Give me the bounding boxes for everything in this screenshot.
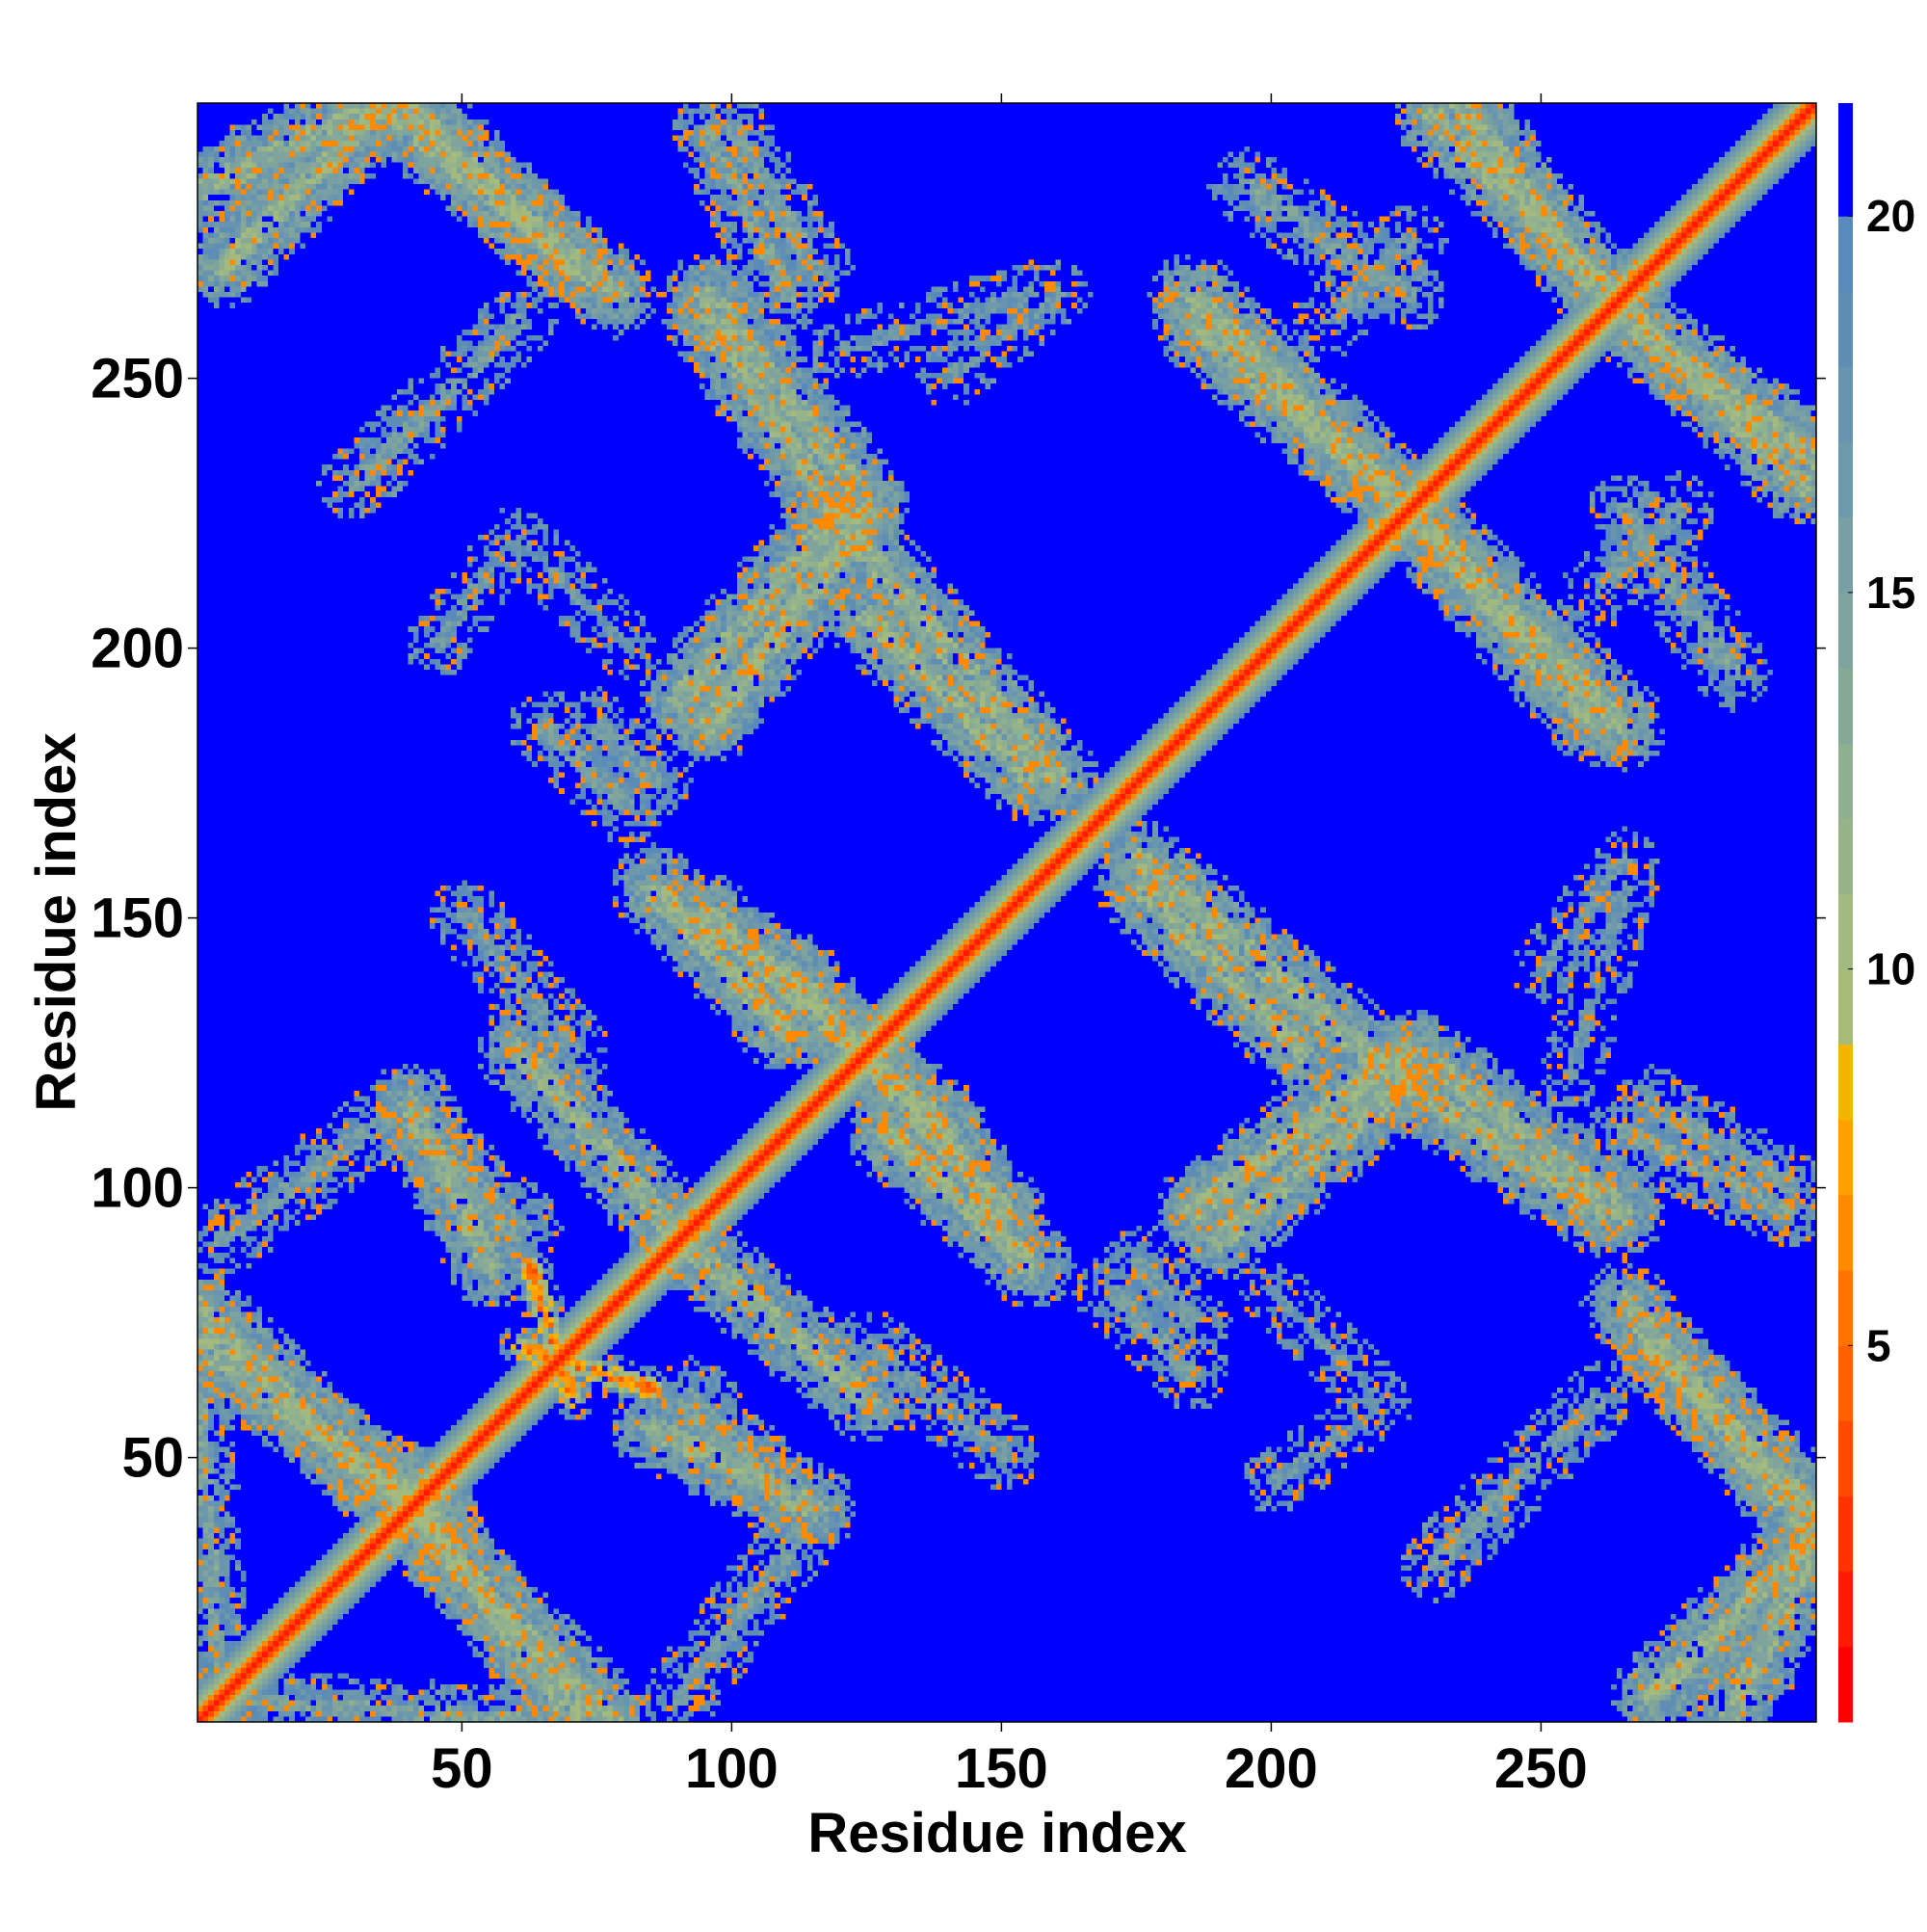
y-tick-label: 250: [91, 348, 184, 410]
colorbar-segment: [1838, 516, 1853, 594]
y-tick-label: 100: [91, 1157, 184, 1220]
plot-frame: [197, 102, 1817, 1723]
colorbar-segment: [1838, 1345, 1853, 1421]
y-tick-label: 50: [121, 1427, 184, 1490]
colorbar-segment: [1838, 1044, 1853, 1121]
colorbar-segment: [1838, 441, 1853, 518]
colorbar-tick-label: 15: [1866, 568, 1915, 618]
y-tick-label: 200: [91, 618, 184, 680]
colorbar-segment: [1838, 668, 1853, 744]
x-tick-label: 100: [685, 1737, 779, 1800]
colorbar-segment: [1838, 893, 1853, 970]
colorbar-segment: [1838, 103, 1853, 217]
colorbar-segment: [1838, 1571, 1853, 1648]
colorbar-segment: [1838, 968, 1853, 1045]
colorbar-segment: [1838, 366, 1853, 443]
colorbar-segment: [1838, 818, 1853, 894]
colorbar-segment: [1838, 1119, 1853, 1196]
y-axis-title: Residue index: [25, 732, 88, 1111]
colorbar-segment: [1838, 1270, 1853, 1346]
colorbar-segment: [1838, 291, 1853, 367]
x-tick-label: 150: [955, 1737, 1048, 1800]
colorbar-segment: [1838, 216, 1853, 292]
y-axis-ticks: 50 100 150 200 250: [91, 348, 1826, 1490]
colorbar-segment: [1838, 1420, 1853, 1497]
colorbar-segment: [1838, 1495, 1853, 1573]
heatmap-image: [198, 103, 1816, 1722]
x-tick-label: 200: [1225, 1737, 1318, 1800]
colorbar-tick-label: 20: [1866, 191, 1915, 241]
heatmap-layer: [198, 103, 1816, 1722]
y-tick-label: 150: [91, 887, 184, 950]
colorbar-segment: [1838, 592, 1853, 669]
x-tick-label: 250: [1494, 1737, 1588, 1800]
x-axis-title: Residue index: [807, 1802, 1186, 1865]
colorbar-segment: [1838, 1195, 1853, 1271]
x-axis-ticks: 50 100 150 200 250: [431, 93, 1588, 1800]
colorbar-segment: [1838, 743, 1853, 819]
x-tick-label: 50: [431, 1737, 493, 1800]
colorbar-tick-label: 5: [1866, 1320, 1891, 1370]
colorbar: 5 10 15 20: [1838, 103, 1915, 1723]
colorbar-segment: [1838, 1646, 1853, 1723]
colorbar-tick-label: 10: [1866, 944, 1915, 994]
